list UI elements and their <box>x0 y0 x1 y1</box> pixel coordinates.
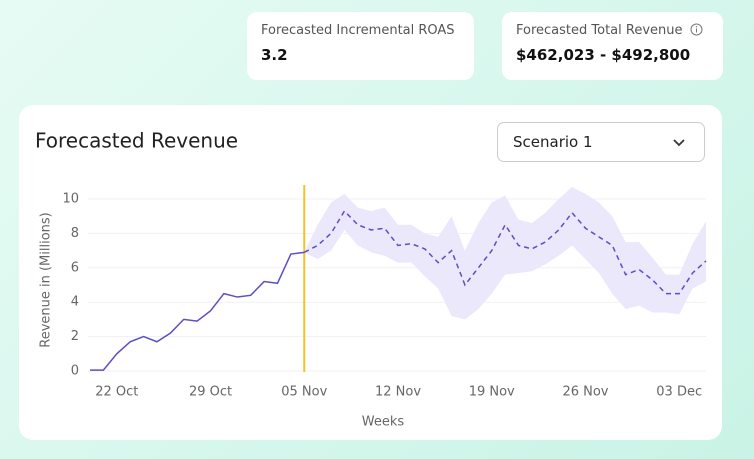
x-tick-label: 03 Dec <box>656 385 702 400</box>
card-value: $462,023 - $492,800 <box>516 46 691 64</box>
x-tick-label: 05 Nov <box>281 385 327 400</box>
x-axis-label: Weeks <box>362 415 405 430</box>
y-tick-label: 0 <box>71 364 79 379</box>
forecast-band <box>304 186 706 320</box>
chevron <box>673 139 685 147</box>
chart-title: Forecasted Revenue <box>35 129 238 153</box>
scenario-dropdown[interactable]: Scenario 1 <box>497 122 705 162</box>
roas-card: Forecasted Incremental ROAS 3.2 <box>247 12 474 80</box>
y-tick-label: 2 <box>71 329 79 344</box>
card-label: Forecasted Incremental ROAS <box>261 23 455 38</box>
x-tick-label: 19 Nov <box>469 385 515 400</box>
info-icon[interactable] <box>690 23 703 36</box>
forecast-line <box>303 209 707 295</box>
card-label-text: Forecasted Total Revenue <box>516 23 683 38</box>
x-tick-label: 22 Oct <box>95 385 138 400</box>
actual-line <box>90 251 305 371</box>
card-label: Forecasted Total Revenue <box>516 23 709 38</box>
y-tick-label: 8 <box>71 226 79 241</box>
card-value: 3.2 <box>261 46 288 64</box>
y-axis-label: Revenue in (Millions) <box>39 212 54 348</box>
x-tick-label: 12 Nov <box>375 385 421 400</box>
y-tick-label: 4 <box>71 295 79 310</box>
x-tick-label: 29 Oct <box>189 385 232 400</box>
dropdown-value: Scenario 1 <box>513 133 593 151</box>
revenue-card: Forecasted Total Revenue $462,023 - $492… <box>502 12 723 80</box>
y-tick-label: 10 <box>62 192 79 207</box>
y-tick-label: 6 <box>71 260 79 275</box>
x-tick-label: 26 Nov <box>562 385 608 400</box>
